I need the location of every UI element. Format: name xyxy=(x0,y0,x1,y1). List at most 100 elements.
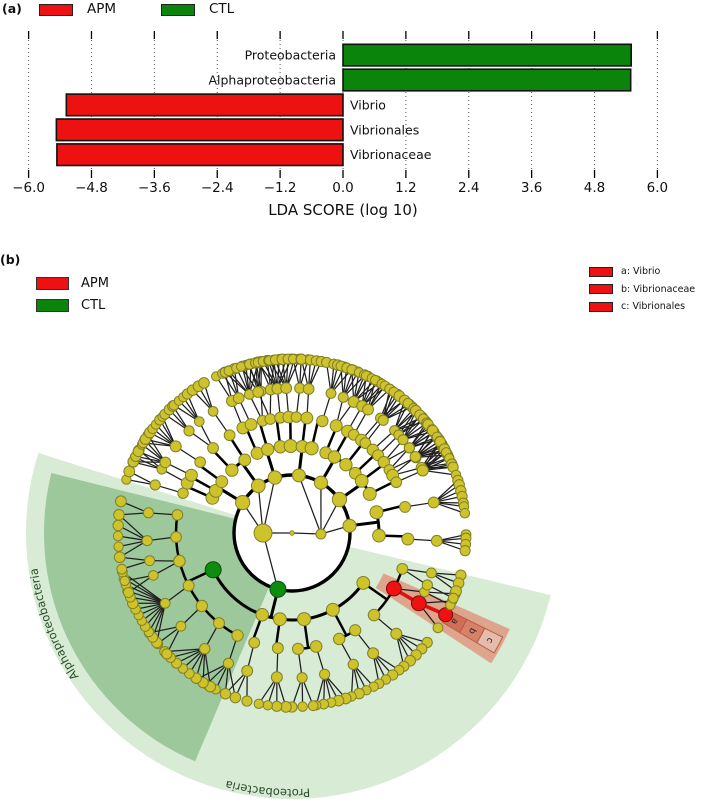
legend-swatch-apm xyxy=(39,4,73,16)
letter-marker-a: a xyxy=(448,616,459,626)
cladogram-node xyxy=(149,479,161,491)
cladogram-node xyxy=(208,483,223,498)
cladogram-node xyxy=(316,414,329,428)
cladogram-node xyxy=(253,523,273,543)
cladogram-node xyxy=(238,453,252,467)
cladogram-node xyxy=(399,500,412,513)
cladogram-node xyxy=(122,586,135,599)
cladogram-node xyxy=(459,508,471,519)
root-node xyxy=(289,530,295,536)
cladogram-node xyxy=(396,562,409,575)
bar-label-vibrio: Vibrio xyxy=(350,97,386,112)
cladogram-node xyxy=(377,414,389,426)
branch-edge xyxy=(196,662,229,680)
cladogram-node xyxy=(262,700,273,711)
cladogram-node xyxy=(313,475,329,490)
cladogram-node xyxy=(329,419,343,433)
cladogram-node xyxy=(325,387,337,399)
cladogram-node xyxy=(183,425,195,437)
cladogram-node xyxy=(231,629,244,642)
cladogram-node xyxy=(459,545,471,557)
cladogram-node xyxy=(409,451,422,463)
cladogram-node xyxy=(207,405,219,417)
cladogram-node xyxy=(425,567,437,579)
cladogram-node xyxy=(325,602,340,617)
cladogram-node xyxy=(159,597,171,609)
branch-edge xyxy=(204,648,211,687)
cladogram-node xyxy=(142,507,154,519)
letter-marker-b: b xyxy=(466,626,478,636)
highlighted-node-apm xyxy=(410,595,427,612)
cladogram-node xyxy=(372,528,386,543)
cladogram-node xyxy=(112,519,124,532)
cladogram-node xyxy=(307,700,319,712)
cladogram-node xyxy=(159,456,172,469)
cladogram-node xyxy=(184,468,198,482)
taxa-legend-row: c: Vibrionales xyxy=(589,301,695,312)
letter-cell-c xyxy=(476,627,504,654)
cladogram-node xyxy=(403,442,415,454)
cladogram-node xyxy=(290,411,303,423)
cladogram-node xyxy=(113,541,124,552)
bar-label-vibrionaceae: Vibrionaceae xyxy=(350,147,432,162)
taxa-legend-label-c: c: Vibrionales xyxy=(621,301,686,312)
legend-label-apm: APM xyxy=(81,275,109,291)
branch-edge xyxy=(123,577,166,604)
cladogram-node xyxy=(397,434,409,446)
x-tick-label: 2.4 xyxy=(458,180,479,196)
letter-marker-c: c xyxy=(484,636,495,645)
x-tick-label: 0.0 xyxy=(332,180,353,196)
cladogram-node xyxy=(141,535,153,547)
cladogram-node xyxy=(115,495,127,508)
taxa-letter-legend: a: Vibrio b: Vibrionaceae c: Vibrionales xyxy=(589,266,695,319)
cladogram-node xyxy=(339,458,353,472)
cladogram-node xyxy=(270,671,283,684)
x-tick-label: 3.6 xyxy=(521,180,542,196)
cladogram-node xyxy=(337,391,349,403)
cladogram-node xyxy=(342,518,357,533)
cladogram-node xyxy=(416,464,429,477)
branch-edge xyxy=(122,571,166,604)
cladogram-node xyxy=(297,701,308,712)
cladogram-node xyxy=(271,642,284,655)
cladogram-node xyxy=(261,442,275,457)
cladogram-node xyxy=(432,622,444,634)
cladogram-node xyxy=(362,486,377,501)
cladogram-node xyxy=(332,632,346,646)
lda-bar-vibrionales xyxy=(55,118,344,142)
legend-swatch-ctl xyxy=(36,298,69,312)
taxa-legend-label-a: a: Vibrio xyxy=(621,266,661,277)
x-tick-label: −1.2 xyxy=(264,180,297,196)
cladogram-node xyxy=(248,636,261,649)
cladogram-node xyxy=(182,579,195,592)
legend-row-apm: APM xyxy=(36,275,109,291)
lda-bar-chart-svg: −6.0 −4.8 −3.6 −2.4 −1.2 0.0 1.2 2.4 3.6 4.8 6.0 LD… xyxy=(12,31,668,219)
cladogram-node xyxy=(241,695,253,707)
x-tick-label: 1.2 xyxy=(395,180,416,196)
panel-b-tag: (b) xyxy=(0,252,21,267)
cladogram-node xyxy=(222,657,235,669)
legend-swatch-apm xyxy=(36,276,69,290)
x-tick-label: 6.0 xyxy=(647,180,668,196)
cladogram-node xyxy=(427,496,440,509)
cladogram-node xyxy=(362,403,374,416)
cladogram-node xyxy=(264,413,277,425)
cladogram-node xyxy=(119,575,130,587)
cladogram-node xyxy=(267,470,283,485)
panel-a-tag: (a) xyxy=(2,1,22,16)
cladogram-node xyxy=(447,592,459,604)
cladogram-node xyxy=(112,530,124,542)
lda-bar-proteobacteria xyxy=(342,43,633,67)
cladogram-node xyxy=(169,440,182,453)
cladogram-node xyxy=(349,624,362,637)
cladogram-node xyxy=(390,627,403,640)
legend-row-ctl: CTL xyxy=(36,298,109,313)
cladogram-node xyxy=(229,691,242,704)
cladogram-node xyxy=(291,468,306,483)
cladogram-node xyxy=(250,478,266,494)
x-tick-label: −3.6 xyxy=(138,180,171,196)
legend-label-ctl: CTL xyxy=(209,1,235,17)
taxa-legend-label-b: b: Vibrionaceae xyxy=(621,283,696,295)
